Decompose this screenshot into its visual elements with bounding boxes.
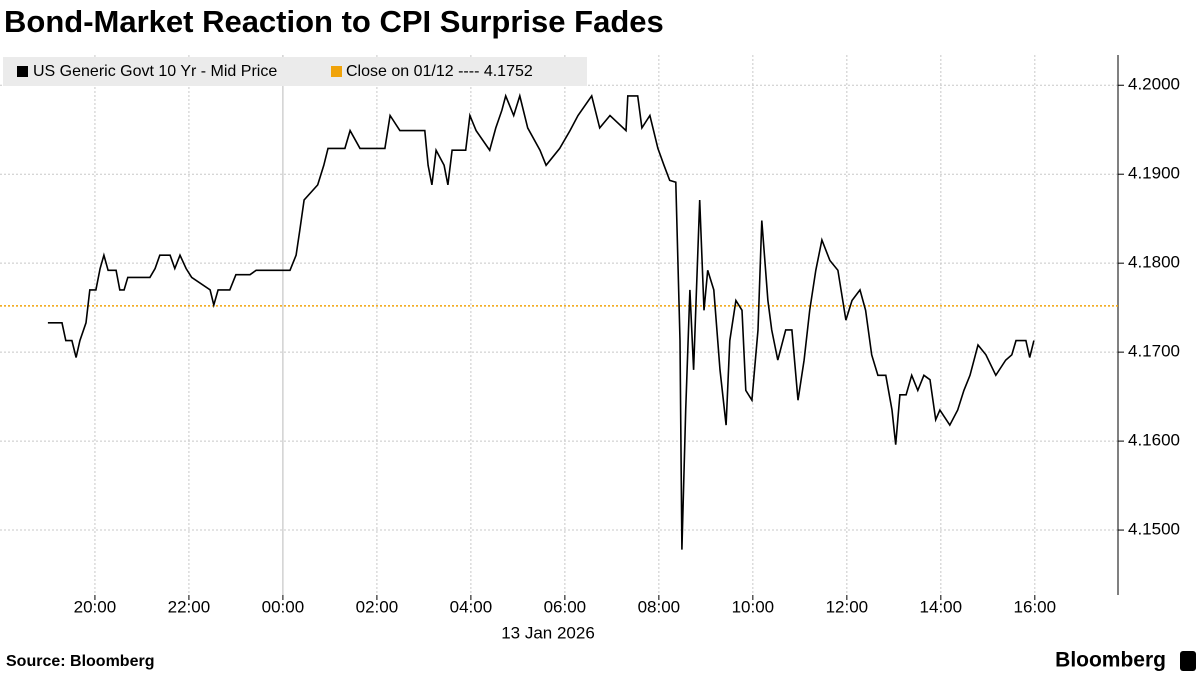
legend-label: US Generic Govt 10 Yr - Mid Price <box>33 63 277 80</box>
x-sublabel: 13 Jan 2026 <box>501 623 595 642</box>
x-tick-label: 16:00 <box>1014 597 1057 616</box>
y-tick-label: 4.1600 <box>1128 431 1180 450</box>
legend-marker <box>331 66 342 77</box>
y-tick-label: 4.1800 <box>1128 253 1180 272</box>
x-tick-label: 08:00 <box>638 597 681 616</box>
y-tick-label: 4.1900 <box>1128 164 1180 183</box>
y-tick-label: 4.2000 <box>1128 75 1180 94</box>
brand-icon <box>1180 651 1196 671</box>
source: Source: Bloomberg <box>6 653 154 670</box>
x-tick-label: 20:00 <box>74 597 117 616</box>
chart-title: Bond-Market Reaction to CPI Surprise Fad… <box>4 4 664 39</box>
y-tick-label: 4.1500 <box>1128 520 1180 539</box>
price-line <box>47 92 1035 550</box>
x-tick-label: 10:00 <box>732 597 775 616</box>
legend-box <box>3 57 587 86</box>
x-tick-label: 22:00 <box>168 597 211 616</box>
x-tick-label: 12:00 <box>826 597 869 616</box>
x-tick-label: 06:00 <box>544 597 587 616</box>
x-tick-label: 14:00 <box>920 597 963 616</box>
brand: Bloomberg <box>1055 649 1166 672</box>
y-tick-label: 4.1700 <box>1128 342 1180 361</box>
legend-marker <box>17 66 28 77</box>
legend-label: Close on 01/12 ---- 4.1752 <box>346 63 533 80</box>
x-tick-label: 00:00 <box>262 597 305 616</box>
x-tick-label: 02:00 <box>356 597 399 616</box>
x-tick-label: 04:00 <box>450 597 493 616</box>
